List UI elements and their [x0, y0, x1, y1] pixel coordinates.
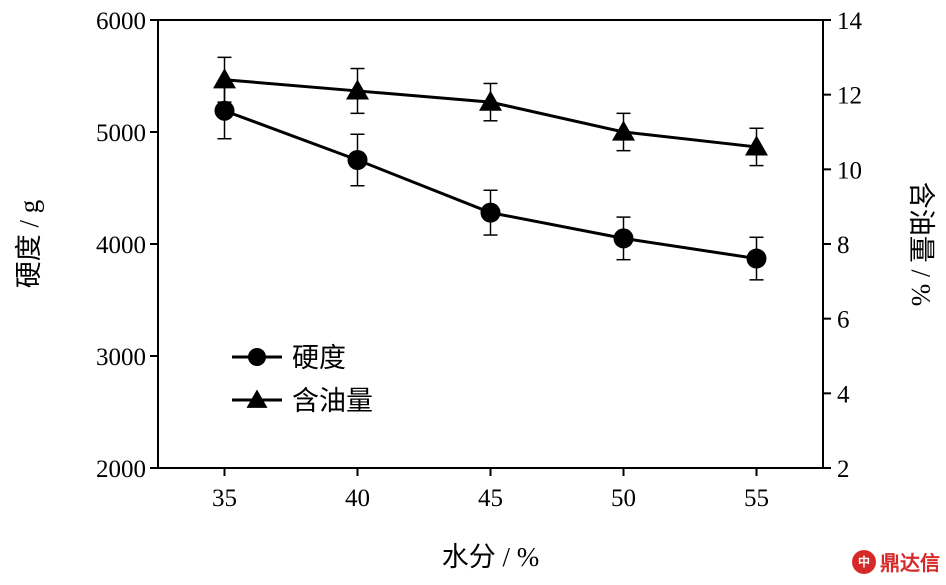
y-right-tick-label: 4 — [837, 381, 850, 408]
series-layer — [213, 56, 768, 281]
watermark-logo: 中 鼎达信 — [852, 547, 940, 576]
legend-marker-hardness — [248, 348, 266, 366]
x-tick-label: 40 — [345, 485, 370, 512]
watermark-icon: 中 — [852, 549, 876, 574]
hardness-point — [214, 100, 235, 121]
y-left-tick-label: 4000 — [96, 232, 146, 259]
y-left-tick-label: 2000 — [96, 456, 146, 483]
y-left-tick-label: 6000 — [96, 8, 146, 35]
y-right-tick-label: 8 — [837, 232, 850, 259]
hardness-point — [613, 228, 634, 249]
axes-layer: 35 40 45 50 55 2000 3000 4000 5000 6000 2 4 6 8 10 12 14… — [14, 8, 936, 572]
y-right-tick-label: 14 — [837, 8, 863, 35]
x-tick-label: 50 — [611, 485, 636, 512]
x-tick-label: 35 — [212, 485, 237, 512]
watermark-text: 鼎达信 — [880, 551, 940, 575]
hardness-series — [214, 81, 767, 281]
y-right-tick-label: 2 — [837, 456, 850, 483]
x-axis-title: 水分 / % — [442, 542, 540, 572]
legend-label-oil-content: 含油量 — [292, 386, 373, 416]
oil-content-point — [213, 68, 236, 89]
hardness-point — [746, 248, 767, 269]
y-left-tick-label: 5000 — [96, 120, 146, 147]
hardness-point — [347, 150, 368, 170]
x-tick-label: 45 — [478, 485, 503, 512]
y-right-tick-label: 12 — [837, 83, 862, 110]
oil-content-point — [745, 135, 768, 156]
y-left-tick-label: 3000 — [96, 344, 146, 371]
x-tick-label: 55 — [744, 485, 769, 512]
y-right-tick-label: 10 — [837, 157, 862, 184]
hardness-line — [223, 109, 757, 261]
hardness-point — [480, 202, 501, 223]
legend-label-hardness: 硬度 — [292, 343, 346, 373]
y-left-axis-title: 硬度 / g — [14, 200, 44, 289]
legend-marker-oil-content — [246, 389, 268, 408]
oil-content-point — [346, 79, 369, 100]
oil-content-point — [479, 90, 502, 111]
y-right-axis-title: 含油量 / % — [906, 182, 936, 307]
oil-content-point — [612, 120, 635, 141]
y-right-tick-label: 6 — [837, 307, 850, 334]
oil-content-series — [213, 56, 768, 167]
